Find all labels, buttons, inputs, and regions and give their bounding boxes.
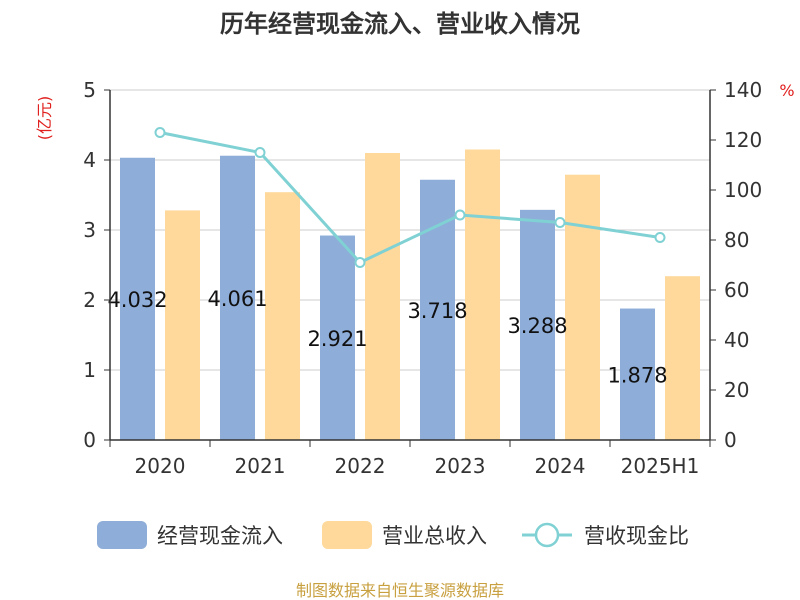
- data-label: 4.061: [207, 287, 267, 311]
- left-axis-ticks: 0 1 2 3 4 5: [83, 78, 110, 452]
- x-axis-ticks: 2020 2021 2022 2023 2024 2025H1: [109, 440, 711, 478]
- legend-label: 营收现金比: [584, 524, 689, 548]
- right-tick-label: 40: [724, 328, 749, 352]
- left-axis-unit: (亿元): [35, 96, 54, 141]
- data-label: 3.718: [407, 299, 467, 323]
- right-tick-label: 80: [724, 228, 749, 252]
- right-tick-label: 60: [724, 278, 749, 302]
- bar-revenue: [465, 149, 500, 440]
- legend-label: 营业总收入: [382, 524, 487, 548]
- bar-revenue: [265, 192, 300, 440]
- bar-revenue: [365, 153, 400, 440]
- ratio-point: [354, 257, 366, 268]
- ratio-point: [154, 127, 166, 138]
- right-tick-label: 140: [724, 78, 762, 102]
- legend[interactable]: 经营现金流入 营业总收入 营收现金比: [97, 521, 689, 549]
- right-axis-unit: %: [779, 81, 794, 100]
- bars: [120, 149, 700, 441]
- left-tick-label: 0: [83, 428, 96, 452]
- bar-cash-inflow: [620, 308, 655, 440]
- bar-cash-inflow: [420, 179, 455, 441]
- legend-swatch: [322, 521, 372, 549]
- ratio-line: [154, 127, 666, 268]
- data-labels: 4.032 4.061 2.921 3.718 3.288 1.878: [107, 287, 667, 387]
- left-tick-label: 4: [83, 148, 96, 172]
- bar-cash-inflow: [220, 155, 255, 441]
- bar-revenue: [165, 210, 200, 440]
- legend-marker: [534, 522, 560, 548]
- legend-label: 经营现金流入: [157, 524, 283, 548]
- x-tick-label: 2025H1: [621, 454, 700, 478]
- bar-revenue: [665, 276, 700, 440]
- x-tick-label: 2024: [535, 454, 586, 478]
- ratio-point: [254, 147, 266, 158]
- data-label: 1.878: [607, 363, 667, 387]
- x-tick-label: 2023: [435, 454, 486, 478]
- source-note: 制图数据来自恒生聚源数据库: [296, 581, 504, 600]
- ratio-point: [654, 232, 666, 243]
- data-label: 4.032: [107, 288, 167, 312]
- left-tick-label: 3: [83, 218, 96, 242]
- gridlines: [110, 89, 710, 371]
- data-label: 3.288: [507, 314, 567, 338]
- data-label: 2.921: [307, 327, 367, 351]
- right-tick-label: 100: [724, 178, 762, 202]
- right-tick-label: 20: [724, 378, 749, 402]
- ratio-point: [554, 217, 566, 228]
- left-tick-label: 2: [83, 288, 96, 312]
- bar-cash-inflow: [320, 235, 355, 440]
- left-tick-label: 1: [83, 358, 96, 382]
- x-tick-label: 2020: [135, 454, 186, 478]
- chart-title: 历年经营现金流入、营业收入情况: [220, 10, 580, 38]
- left-tick-label: 5: [83, 78, 96, 102]
- right-tick-label: 0: [724, 428, 737, 452]
- right-axis-ticks: 0 20 40 60 80 100 120 140: [710, 78, 762, 452]
- ratio-point: [454, 209, 466, 221]
- bar-cash-inflow: [520, 209, 555, 440]
- bar-cash-inflow: [120, 157, 155, 440]
- x-tick-label: 2022: [335, 454, 386, 478]
- right-tick-label: 120: [724, 128, 762, 152]
- bar-revenue: [565, 174, 600, 440]
- x-tick-label: 2021: [235, 454, 286, 478]
- legend-swatch: [97, 521, 147, 549]
- ratio-line-path: [159, 131, 661, 265]
